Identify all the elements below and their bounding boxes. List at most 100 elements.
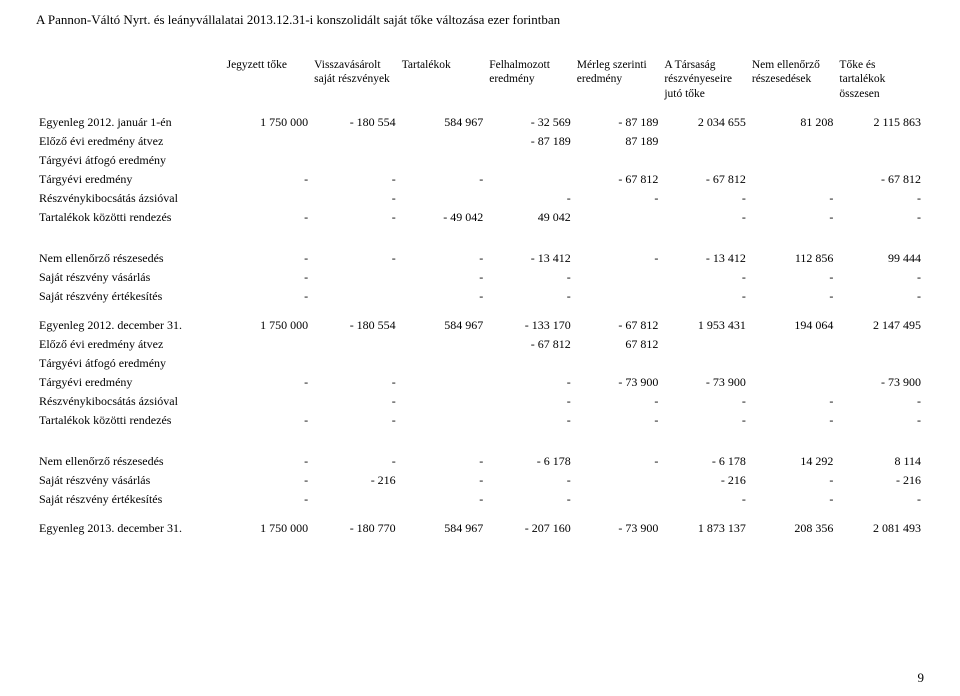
row-label: Részvénykibocsátás ázsióval bbox=[36, 392, 224, 411]
cell-value: - bbox=[749, 392, 837, 411]
cell-value: - bbox=[486, 392, 574, 411]
cell-value: - bbox=[224, 170, 312, 189]
cell-value: - 67 812 bbox=[661, 170, 749, 189]
cell-value: - bbox=[836, 287, 924, 306]
cell-value bbox=[574, 354, 662, 373]
cell-value bbox=[574, 208, 662, 227]
cell-value bbox=[749, 170, 837, 189]
table-row: Saját részvény értékesítés------ bbox=[36, 490, 924, 509]
cell-value bbox=[224, 335, 312, 354]
cell-value: - 13 412 bbox=[486, 227, 574, 268]
cell-value bbox=[836, 354, 924, 373]
cell-value: - 180 554 bbox=[311, 306, 399, 335]
cell-value: - bbox=[574, 189, 662, 208]
cell-value bbox=[224, 392, 312, 411]
cell-value bbox=[311, 335, 399, 354]
cell-value bbox=[749, 373, 837, 392]
cell-value: - bbox=[749, 268, 837, 287]
cell-value: - bbox=[661, 392, 749, 411]
cell-value: - bbox=[311, 411, 399, 430]
cell-value bbox=[311, 287, 399, 306]
page-number: 9 bbox=[904, 670, 924, 686]
cell-value: - 73 900 bbox=[836, 373, 924, 392]
cell-value: - bbox=[836, 268, 924, 287]
row-label: Egyenleg 2012. december 31. bbox=[36, 306, 224, 335]
cell-value: - bbox=[749, 208, 837, 227]
cell-value: 112 856 bbox=[749, 227, 837, 268]
cell-value bbox=[311, 354, 399, 373]
table-row: Részvénykibocsátás ázsióval------ bbox=[36, 189, 924, 208]
cell-value: 1 873 137 bbox=[661, 509, 749, 538]
cell-value: 194 064 bbox=[749, 306, 837, 335]
cell-value bbox=[311, 490, 399, 509]
cell-value: - bbox=[836, 392, 924, 411]
table-row: Egyenleg 2012. december 31.1 750 000- 18… bbox=[36, 306, 924, 335]
cell-value: - bbox=[311, 373, 399, 392]
row-label: Nem ellenőrző részesedés bbox=[36, 227, 224, 268]
cell-value: - bbox=[574, 411, 662, 430]
cell-value bbox=[836, 335, 924, 354]
cell-value bbox=[399, 411, 487, 430]
row-label: Tartalékok közötti rendezés bbox=[36, 208, 224, 227]
cell-value: - 216 bbox=[836, 471, 924, 490]
cell-value: - bbox=[399, 227, 487, 268]
cell-value bbox=[399, 335, 487, 354]
cell-value: - 73 900 bbox=[574, 509, 662, 538]
col-header: A Társaság részvényeseire jutó tőke bbox=[661, 56, 749, 103]
cell-value bbox=[574, 268, 662, 287]
cell-value: - bbox=[224, 471, 312, 490]
cell-value bbox=[224, 151, 312, 170]
row-label: Tárgyévi eredmény bbox=[36, 170, 224, 189]
cell-value: - bbox=[224, 373, 312, 392]
table-row: Nem ellenőrző részesedés---- 6 178-- 6 1… bbox=[36, 430, 924, 471]
equity-change-table: Jegyzett tőke Visszavásárolt saját részv… bbox=[36, 56, 924, 538]
cell-value: - bbox=[311, 208, 399, 227]
cell-value: - bbox=[311, 170, 399, 189]
cell-value: - bbox=[574, 392, 662, 411]
cell-value: - 216 bbox=[661, 471, 749, 490]
cell-value: 2 081 493 bbox=[836, 509, 924, 538]
cell-value bbox=[399, 189, 487, 208]
cell-value: 2 115 863 bbox=[836, 103, 924, 132]
cell-value: - bbox=[224, 287, 312, 306]
cell-value: - bbox=[486, 373, 574, 392]
col-header: Visszavásárolt saját részvények bbox=[311, 56, 399, 103]
cell-value: 87 189 bbox=[574, 132, 662, 151]
cell-value: - bbox=[574, 430, 662, 471]
cell-value bbox=[749, 354, 837, 373]
cell-value bbox=[574, 490, 662, 509]
cell-value: 1 750 000 bbox=[224, 509, 312, 538]
cell-value bbox=[311, 132, 399, 151]
cell-value: - 67 812 bbox=[836, 170, 924, 189]
cell-value bbox=[224, 132, 312, 151]
cell-value: - bbox=[399, 490, 487, 509]
table-row: Saját részvény értékesítés------ bbox=[36, 287, 924, 306]
cell-value: - bbox=[661, 411, 749, 430]
cell-value: - 49 042 bbox=[399, 208, 487, 227]
cell-value bbox=[486, 151, 574, 170]
table-row: Tárgyévi eredmény---- 67 812- 67 812- 67… bbox=[36, 170, 924, 189]
cell-value: - 216 bbox=[311, 471, 399, 490]
cell-value: - bbox=[574, 227, 662, 268]
cell-value: 14 292 bbox=[749, 430, 837, 471]
table-row: Tárgyévi átfogó eredmény bbox=[36, 354, 924, 373]
table-row: Tárgyévi eredmény---- 73 900- 73 900- 73… bbox=[36, 373, 924, 392]
row-label: Egyenleg 2012. január 1-én bbox=[36, 103, 224, 132]
table-row: Tárgyévi átfogó eredmény bbox=[36, 151, 924, 170]
cell-value: - bbox=[311, 392, 399, 411]
cell-value: - bbox=[749, 411, 837, 430]
cell-value bbox=[661, 151, 749, 170]
cell-value: 67 812 bbox=[574, 335, 662, 354]
cell-value: - 32 569 bbox=[486, 103, 574, 132]
cell-value: 1 750 000 bbox=[224, 306, 312, 335]
cell-value: - bbox=[311, 227, 399, 268]
row-label: Saját részvény vásárlás bbox=[36, 268, 224, 287]
cell-value: - bbox=[399, 170, 487, 189]
cell-value bbox=[224, 189, 312, 208]
cell-value: - bbox=[399, 287, 487, 306]
cell-value: - bbox=[399, 430, 487, 471]
cell-value: - 133 170 bbox=[486, 306, 574, 335]
cell-value: 49 042 bbox=[486, 208, 574, 227]
cell-value bbox=[486, 354, 574, 373]
cell-value: 1 750 000 bbox=[224, 103, 312, 132]
